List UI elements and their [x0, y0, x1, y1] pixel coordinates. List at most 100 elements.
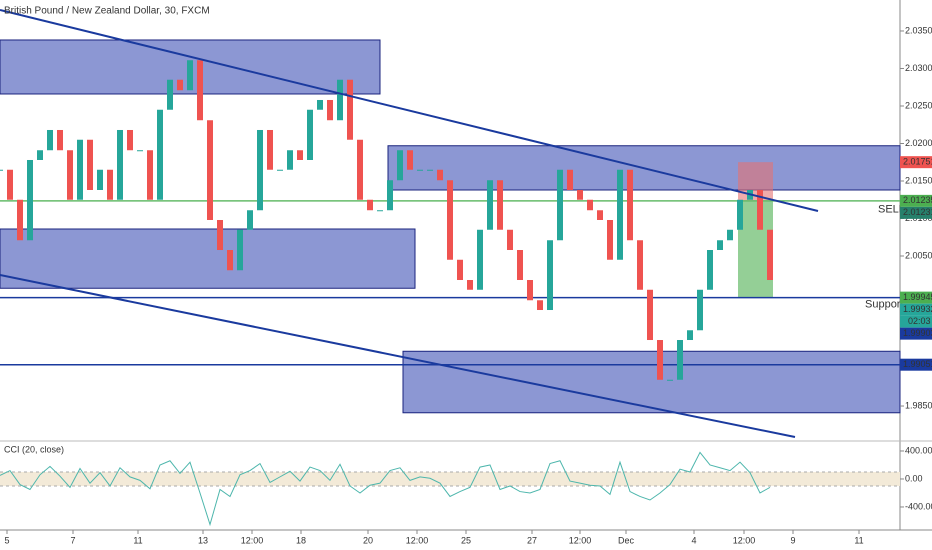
x-tick-label: 4 — [691, 535, 696, 545]
cci-band — [0, 471, 900, 486]
candle — [467, 280, 473, 290]
candle — [237, 229, 243, 271]
candle — [17, 199, 23, 241]
price-label: 2.01751 — [903, 157, 932, 167]
price-label-bg — [900, 206, 932, 219]
y-tick-label: 2.01500 — [905, 175, 932, 185]
price-label: 2.01235 — [903, 195, 932, 205]
candle — [597, 210, 603, 220]
candle — [127, 129, 133, 151]
candle — [687, 330, 693, 341]
candle — [97, 169, 103, 190]
candle — [437, 169, 443, 181]
candle — [177, 79, 183, 91]
candle — [497, 180, 503, 230]
candle — [577, 189, 583, 200]
candle — [47, 129, 53, 151]
y-tick-label: 2.03000 — [905, 63, 932, 73]
x-tick-label: 7 — [70, 535, 75, 545]
candle — [647, 289, 653, 341]
x-tick-label: 12:00 — [569, 535, 592, 545]
cci-tick-label: -400.00 — [905, 501, 932, 511]
candle — [587, 199, 593, 211]
annotation: SELL — [878, 203, 905, 215]
candle — [727, 229, 733, 241]
candle — [7, 169, 13, 200]
x-tick-label: 5 — [4, 535, 9, 545]
price-label: 1.99945 — [903, 292, 932, 302]
x-tick-label: 9 — [790, 535, 795, 545]
trendline — [0, 274, 796, 438]
candle — [147, 150, 153, 200]
candle — [217, 220, 223, 251]
y-tick-label: 2.03500 — [905, 25, 932, 35]
candle — [287, 150, 293, 170]
y-tick-label: 2.02500 — [905, 100, 932, 110]
x-tick-label: 11 — [854, 535, 863, 545]
candle — [107, 169, 113, 200]
price-label: 1.99903 — [903, 328, 932, 338]
candle — [547, 240, 553, 311]
candle — [347, 79, 353, 140]
price-label-bg — [900, 291, 932, 304]
candle — [377, 210, 383, 212]
candle — [477, 229, 483, 290]
cci-pane: 400.00 0.00 -400.00 — [0, 445, 932, 527]
stop-zone — [738, 162, 773, 201]
candle — [527, 280, 533, 301]
zone — [0, 228, 416, 289]
cci-tick-label: 0.00 — [905, 473, 923, 483]
candle — [667, 379, 673, 381]
x-tick-label: 11 — [133, 535, 142, 545]
candle — [327, 99, 333, 121]
axes: 2.035002.030002.025002.020002.015002.010… — [4, 25, 932, 545]
zone — [402, 350, 901, 414]
x-tick-label: 20 — [363, 535, 373, 545]
candle — [227, 250, 233, 271]
candle — [397, 150, 403, 181]
candle — [37, 150, 43, 160]
candle — [157, 109, 163, 200]
candle — [517, 250, 523, 281]
cci-line — [0, 451, 771, 527]
annotation: Support — [865, 299, 904, 311]
candle — [207, 120, 213, 220]
candle — [707, 250, 713, 290]
candle — [717, 240, 723, 251]
x-tick-label: 12:00 — [241, 535, 264, 545]
price-label-bg — [900, 194, 932, 207]
candle — [537, 300, 543, 311]
candle — [307, 109, 313, 160]
candle — [137, 150, 143, 152]
candle — [567, 169, 573, 190]
candle — [737, 199, 743, 230]
price-pane: SELL Support — [0, 9, 905, 438]
candle — [67, 150, 73, 200]
x-tick-label: 18 — [296, 535, 306, 545]
countdown: 02:03 — [908, 316, 931, 326]
x-tick-label: 12:00 — [406, 535, 429, 545]
countdown-bg — [900, 315, 932, 328]
candle — [317, 99, 323, 110]
y-tick-label: 2.02000 — [905, 138, 932, 148]
candle — [407, 150, 413, 170]
candle — [117, 129, 123, 200]
candle — [657, 340, 663, 380]
candle — [267, 129, 273, 170]
candle — [57, 129, 63, 151]
price-label-bg — [900, 156, 932, 169]
cci-tick-label: 400.00 — [905, 445, 932, 455]
candle — [427, 169, 433, 171]
y-tick-label: 2.00500 — [905, 250, 932, 260]
candle — [457, 259, 463, 281]
candle — [387, 180, 393, 211]
candle — [87, 139, 93, 190]
price-label: 1.99051 — [903, 359, 932, 369]
price-label-bg — [900, 358, 932, 371]
candle — [557, 169, 563, 241]
candle — [697, 289, 703, 331]
trendline — [0, 9, 819, 212]
candle — [447, 180, 453, 260]
candle — [607, 220, 613, 260]
candle — [27, 159, 33, 241]
